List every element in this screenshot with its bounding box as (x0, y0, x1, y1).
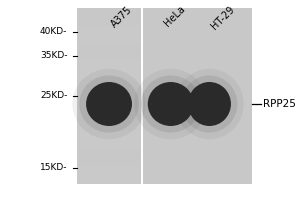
Text: RPP25: RPP25 (262, 99, 296, 109)
Bar (77, 166, 141, 184)
Text: 35KD-: 35KD- (40, 51, 68, 60)
Ellipse shape (141, 75, 200, 133)
Bar (77, 114, 141, 131)
Ellipse shape (86, 82, 132, 126)
Bar (77, 149, 141, 166)
Text: A375: A375 (109, 4, 134, 29)
Bar (77, 26, 141, 43)
Bar (77, 96, 141, 114)
Text: HT-29: HT-29 (209, 4, 236, 31)
Text: 40KD-: 40KD- (40, 27, 68, 36)
Bar (77, 8, 141, 184)
Bar (77, 43, 141, 61)
Ellipse shape (79, 75, 139, 133)
Bar (77, 131, 141, 149)
Bar (77, 61, 141, 78)
Text: 15KD-: 15KD- (40, 164, 68, 172)
Ellipse shape (148, 82, 194, 126)
Bar (77, 8, 141, 26)
Bar (77, 78, 141, 96)
Ellipse shape (134, 69, 207, 139)
Ellipse shape (188, 82, 231, 126)
Ellipse shape (72, 69, 146, 139)
Bar (143, 8, 253, 184)
Ellipse shape (175, 69, 244, 139)
Ellipse shape (182, 75, 237, 133)
Text: 25KD-: 25KD- (40, 92, 68, 100)
Text: HeLa: HeLa (162, 4, 187, 29)
